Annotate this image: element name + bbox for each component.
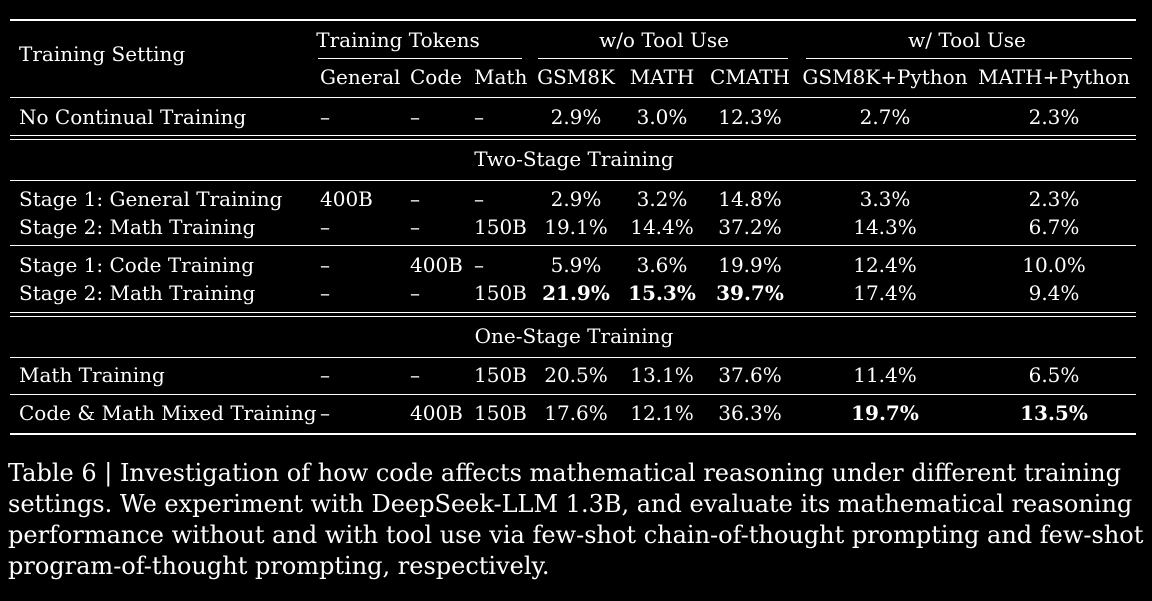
table-top-rule: [10, 19, 1136, 21]
table-cell: 17.4%: [853, 281, 917, 305]
table-cell: 12.3%: [718, 105, 782, 129]
table-cell: 2.7%: [859, 105, 911, 129]
table-cell: 21.9%: [542, 281, 610, 305]
table-cell: 19.9%: [718, 253, 782, 277]
header-col-cmath: CMATH: [710, 65, 790, 89]
table-cell: 150B: [474, 363, 527, 387]
table-cell: –: [474, 187, 484, 211]
table-cell: 3.2%: [636, 187, 688, 211]
row-label: Math Training: [19, 363, 165, 387]
table-cell: 150B: [474, 401, 527, 425]
table-cell: 150B: [474, 215, 527, 239]
table-cell: 36.3%: [718, 401, 782, 425]
table-cell: –: [320, 363, 330, 387]
table-cell: 6.7%: [1028, 215, 1080, 239]
row-label: Stage 2: Math Training: [19, 215, 256, 239]
table-cell: –: [410, 187, 420, 211]
table-caption: Table 6 | Investigation of how code affe…: [8, 458, 1144, 582]
table-cell: –: [320, 253, 330, 277]
table-cell: 2.3%: [1028, 187, 1080, 211]
header-col-code: Code: [410, 65, 462, 89]
caption-line: performance without and with tool use vi…: [8, 521, 1144, 549]
header-rule: [10, 97, 1136, 98]
row-divider-rule: [10, 394, 1136, 395]
table-cell: 2.9%: [550, 105, 602, 129]
row-label: Stage 1: Code Training: [19, 253, 254, 277]
caption-line: program-of-thought prompting, respective…: [8, 552, 550, 580]
table-cell: 12.1%: [630, 401, 694, 425]
row-label: Stage 2: Math Training: [19, 281, 256, 305]
table-cell: –: [410, 105, 420, 129]
table-cell: 15.3%: [628, 281, 696, 305]
section-two-stage: Two-Stage Training: [474, 147, 674, 171]
tool-group-rule: [806, 58, 1132, 59]
row-label: No Continual Training: [19, 105, 247, 129]
table-cell: 9.4%: [1028, 281, 1080, 305]
table-bottom-rule: [10, 433, 1136, 435]
row-label: Stage 1: General Training: [19, 187, 283, 211]
table-cell: –: [320, 281, 330, 305]
row-label: Code & Math Mixed Training: [19, 401, 317, 425]
table-cell: –: [320, 215, 330, 239]
table-cell: 400B: [410, 253, 463, 277]
table-cell: –: [410, 281, 420, 305]
section-rule-2b: [10, 316, 1136, 317]
table-cell: 11.4%: [853, 363, 917, 387]
table-cell: 14.8%: [718, 187, 782, 211]
table-cell: 3.0%: [636, 105, 688, 129]
header-col-math-python: MATH+Python: [978, 65, 1130, 89]
table-cell: 14.3%: [853, 215, 917, 239]
table-cell: –: [410, 215, 420, 239]
table-cell: 13.5%: [1020, 401, 1088, 425]
table-cell: 19.7%: [851, 401, 919, 425]
table-cell: 3.3%: [859, 187, 911, 211]
table-cell: 37.2%: [718, 215, 782, 239]
header-col-math-bench: MATH: [629, 65, 695, 89]
table-cell: 2.9%: [550, 187, 602, 211]
caption-line: settings. We experiment with DeepSeek-LL…: [8, 490, 1133, 518]
table-cell: 2.3%: [1028, 105, 1080, 129]
table-cell: 400B: [410, 401, 463, 425]
table-cell: –: [474, 253, 484, 277]
caption-line: Table 6 | Investigation of how code affe…: [8, 459, 1121, 487]
table-cell: 37.6%: [718, 363, 782, 387]
header-col-gsm8k-python: GSM8K+Python: [802, 65, 968, 89]
section-head-rule-1: [10, 180, 1136, 181]
header-training-setting: Training Setting: [19, 42, 186, 66]
table-cell: –: [410, 363, 420, 387]
section-rule-2a: [10, 312, 1136, 313]
header-col-math: Math: [474, 65, 528, 89]
header-tokens-group: Training Tokens: [316, 28, 480, 52]
table-cell: 150B: [474, 281, 527, 305]
section-rule-1b: [10, 139, 1136, 140]
section-one-stage: One-Stage Training: [474, 324, 674, 348]
tokens-group-rule: [318, 58, 522, 59]
table-cell: –: [320, 105, 330, 129]
header-col-gsm8k: GSM8K: [537, 65, 615, 89]
table-cell: 14.4%: [630, 215, 694, 239]
table-cell: 17.6%: [544, 401, 608, 425]
table-cell: 12.4%: [853, 253, 917, 277]
header-tool-group: w/ Tool Use: [908, 28, 1026, 52]
header-col-general: General: [320, 65, 401, 89]
section-rule-1a: [10, 135, 1136, 136]
table-cell: –: [320, 401, 330, 425]
header-no-tool-group: w/o Tool Use: [599, 28, 729, 52]
table-cell: 5.9%: [550, 253, 602, 277]
table-cell: 13.1%: [630, 363, 694, 387]
table-cell: 3.6%: [636, 253, 688, 277]
group-divider-rule: [10, 245, 1136, 246]
no-tool-group-rule: [538, 58, 788, 59]
table-cell: 19.1%: [544, 215, 608, 239]
table-cell: 39.7%: [716, 281, 784, 305]
table-cell: 6.5%: [1028, 363, 1080, 387]
table-cell: 20.5%: [544, 363, 608, 387]
section-head-rule-2: [10, 357, 1136, 358]
table-cell: 400B: [320, 187, 373, 211]
table-cell: 10.0%: [1022, 253, 1086, 277]
table-cell: –: [474, 105, 484, 129]
